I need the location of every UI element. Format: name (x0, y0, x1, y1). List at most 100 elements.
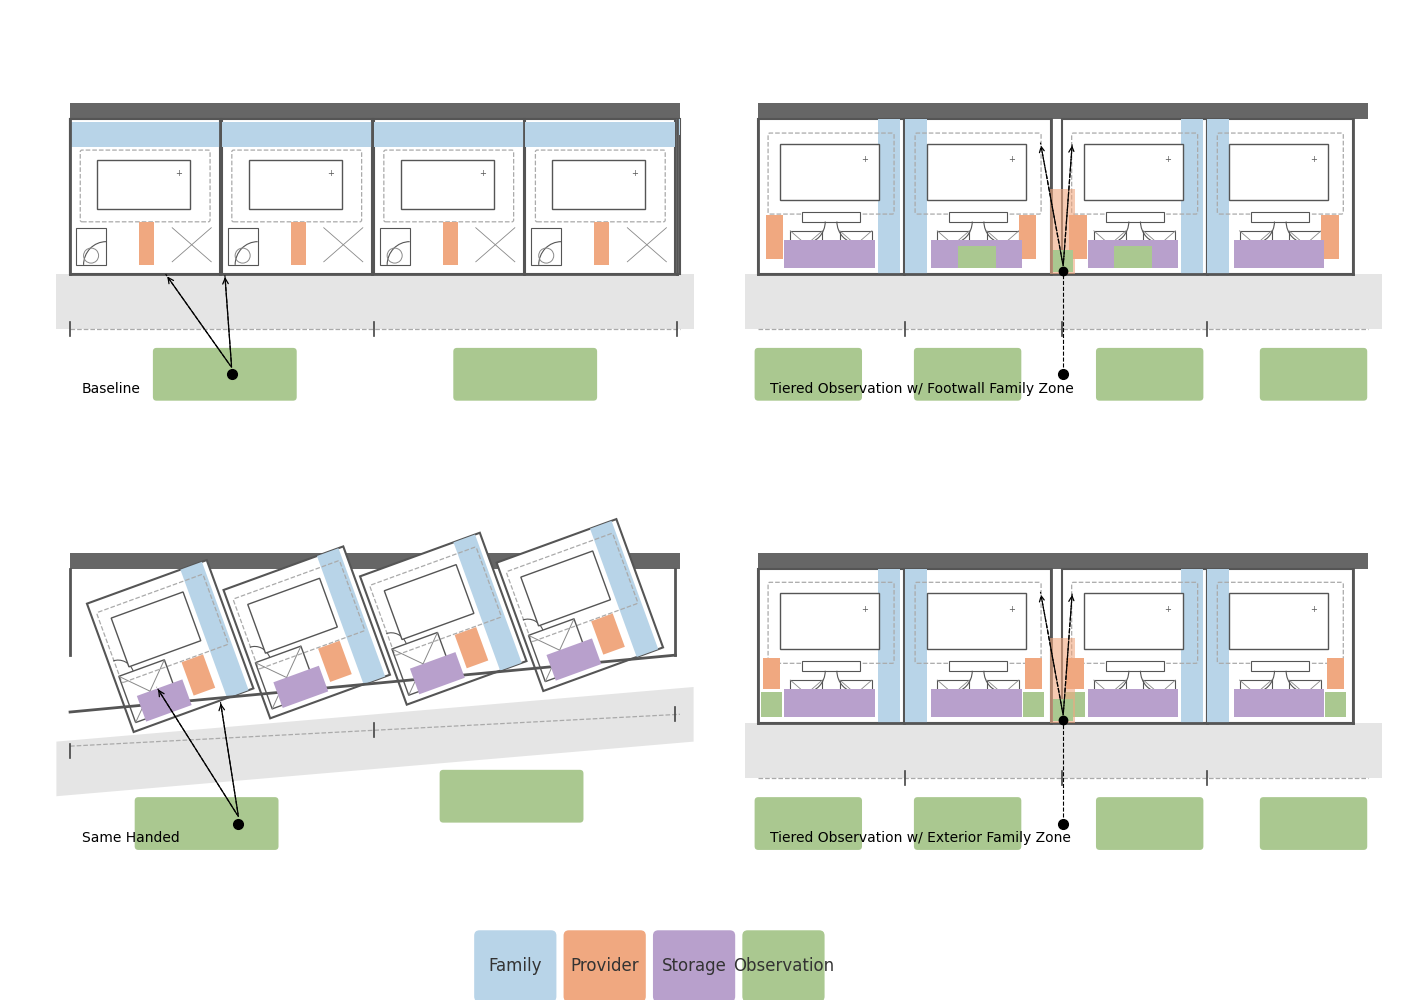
Text: +: + (1008, 605, 1015, 614)
Bar (140, 222, 154, 265)
Bar (761, 692, 781, 717)
Bar (790, 680, 822, 708)
Bar (1325, 692, 1345, 717)
Bar (1207, 119, 1354, 274)
Bar (840, 680, 871, 708)
Bar (56, 274, 694, 329)
Bar (1066, 658, 1084, 689)
Text: +: + (862, 605, 867, 614)
Bar (928, 144, 1026, 200)
Bar (182, 654, 216, 696)
Bar (221, 119, 372, 274)
Text: Baseline: Baseline (82, 382, 141, 396)
Bar (56, 496, 694, 550)
Bar (76, 228, 106, 265)
Bar (763, 658, 780, 689)
Bar (1144, 231, 1176, 259)
Text: +: + (1165, 155, 1172, 164)
Bar (744, 723, 1382, 778)
Bar (987, 680, 1019, 708)
Bar (928, 593, 1026, 649)
Bar (905, 569, 928, 723)
Bar (840, 231, 871, 259)
Bar (744, 47, 1382, 101)
Bar (118, 660, 180, 723)
FancyBboxPatch shape (1259, 348, 1368, 401)
Bar (1094, 680, 1127, 708)
Bar (802, 661, 860, 671)
Text: Tiered Observation w/ Exterior Family Zone: Tiered Observation w/ Exterior Family Zo… (770, 831, 1072, 845)
Bar (1321, 215, 1338, 259)
Text: Same Handed: Same Handed (82, 831, 179, 845)
Bar (317, 548, 385, 684)
Bar (1207, 569, 1230, 723)
Bar (374, 122, 525, 147)
Bar (1025, 658, 1042, 689)
Bar (547, 638, 601, 681)
Bar (1062, 119, 1207, 274)
Bar (454, 627, 488, 668)
Bar (1084, 144, 1183, 200)
Bar (1327, 658, 1344, 689)
Bar (1065, 692, 1086, 717)
Bar (137, 679, 192, 722)
Bar (780, 593, 878, 649)
Text: +: + (176, 169, 182, 178)
Bar (1089, 689, 1179, 717)
Bar (379, 228, 410, 265)
Bar (1053, 250, 1073, 272)
Bar (224, 546, 391, 718)
Bar (744, 274, 1382, 329)
Bar (784, 689, 874, 717)
Bar (759, 103, 1368, 119)
Bar (221, 122, 372, 147)
Bar (802, 212, 860, 222)
Bar (877, 119, 900, 274)
Bar (591, 613, 625, 655)
Bar (1094, 231, 1127, 259)
Bar (180, 562, 248, 698)
Bar (410, 652, 465, 694)
Bar (759, 553, 1368, 569)
Bar (1105, 212, 1163, 222)
FancyBboxPatch shape (1096, 348, 1203, 401)
Bar (1182, 119, 1203, 274)
Bar (496, 519, 663, 691)
Bar (744, 496, 1382, 550)
Bar (949, 212, 1007, 222)
Bar (589, 521, 658, 657)
Bar (227, 228, 258, 265)
Bar (1053, 699, 1073, 721)
Text: +: + (1008, 155, 1015, 164)
Bar (1069, 215, 1087, 259)
Bar (529, 619, 591, 682)
Bar (1251, 661, 1310, 671)
Bar (784, 240, 874, 268)
FancyBboxPatch shape (474, 930, 557, 1000)
FancyBboxPatch shape (754, 797, 862, 850)
Bar (932, 689, 1022, 717)
Bar (759, 569, 1368, 723)
Bar (248, 160, 341, 209)
Bar (1024, 692, 1043, 717)
Bar (932, 240, 1022, 268)
FancyBboxPatch shape (135, 797, 279, 850)
Text: Tiered Observation w/ Footwall Family Zone: Tiered Observation w/ Footwall Family Zo… (770, 382, 1074, 396)
Bar (938, 680, 969, 708)
Text: Family: Family (488, 957, 541, 975)
Bar (70, 119, 680, 135)
Bar (274, 666, 329, 708)
Bar (905, 569, 1050, 723)
FancyBboxPatch shape (440, 770, 584, 823)
Bar (1230, 144, 1328, 200)
FancyBboxPatch shape (742, 930, 825, 1000)
Bar (255, 646, 317, 709)
Bar (877, 569, 900, 723)
Bar (905, 119, 928, 274)
FancyBboxPatch shape (754, 348, 862, 401)
Bar (1234, 240, 1324, 268)
Bar (70, 553, 680, 569)
Bar (1050, 189, 1076, 274)
Bar (1050, 638, 1076, 723)
Bar (1144, 680, 1176, 708)
